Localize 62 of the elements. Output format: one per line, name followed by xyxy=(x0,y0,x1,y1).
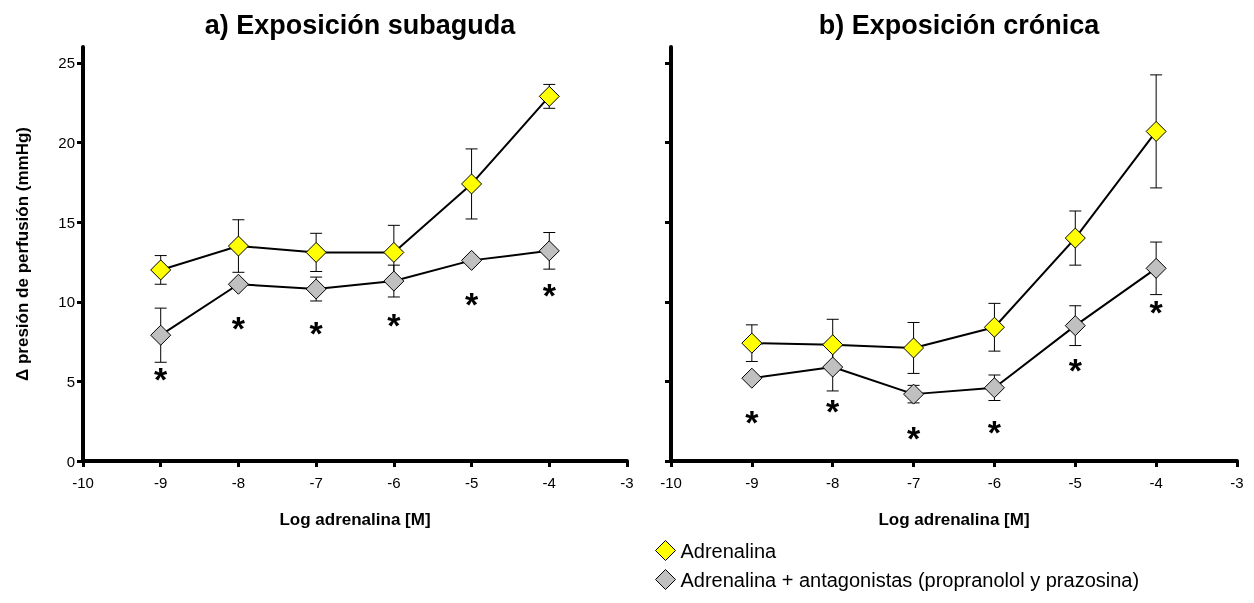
annotation: * xyxy=(542,275,557,314)
x-tick-label: -3 xyxy=(1230,474,1244,491)
annotation: * xyxy=(826,392,841,431)
x-tick-label: -10 xyxy=(660,474,682,491)
y-tick-label: 20 xyxy=(58,134,75,152)
x-tick-label: -9 xyxy=(745,474,759,491)
legend-label: Adrenalina + antagonistas (propranolol y prazosina) xyxy=(680,568,1140,591)
point xyxy=(150,324,172,346)
point xyxy=(822,356,844,378)
point xyxy=(538,240,560,262)
point xyxy=(822,334,844,356)
chart-title: b) Exposición crónica xyxy=(818,9,1101,40)
y-axis-title: Δ presión de perfusión (mmHg) xyxy=(13,126,32,382)
annotation: * xyxy=(906,419,921,458)
point xyxy=(1145,257,1167,279)
annotation: * xyxy=(745,403,760,442)
x-tick-label: -5 xyxy=(464,474,479,491)
x-axis-title: Log adrenalina [M] xyxy=(279,510,431,529)
x-tick-label: -8 xyxy=(231,474,246,491)
x-tick-label: -7 xyxy=(309,474,323,491)
point xyxy=(903,337,925,359)
point xyxy=(983,316,1005,338)
point xyxy=(538,85,560,107)
point xyxy=(1064,315,1086,337)
annotation: * xyxy=(464,285,479,324)
annotation: * xyxy=(387,306,402,345)
x-tick-label: -6 xyxy=(987,474,1002,491)
annotation: * xyxy=(231,309,246,348)
y-tick-label: 25 xyxy=(58,54,75,72)
x-tick-label: -10 xyxy=(72,474,94,491)
point xyxy=(305,241,327,263)
point xyxy=(461,173,483,195)
point xyxy=(741,367,763,389)
x-tick-label: -8 xyxy=(826,474,840,491)
chart-title: a) Exposición subaguda xyxy=(204,9,517,40)
point xyxy=(227,273,249,295)
x-tick-label: -3 xyxy=(620,474,634,491)
annotation: * xyxy=(1149,293,1164,332)
annotation: * xyxy=(309,314,324,353)
x-tick-label: -7 xyxy=(906,474,921,491)
legend-label: Adrenalina xyxy=(680,539,777,562)
point xyxy=(1145,120,1167,142)
annotation: * xyxy=(1068,350,1083,389)
point xyxy=(227,235,249,257)
point xyxy=(461,249,483,271)
x-tick-label: -4 xyxy=(1149,474,1163,491)
y-tick-label: 5 xyxy=(66,372,75,390)
y-tick-label: 0 xyxy=(66,452,75,470)
x-tick-label: -4 xyxy=(542,474,556,491)
y-tick-label: 15 xyxy=(58,213,75,231)
x-tick-label: -5 xyxy=(1068,474,1082,491)
point xyxy=(741,332,763,354)
y-tick-label: 10 xyxy=(58,293,75,311)
annotation: * xyxy=(154,360,169,399)
x-tick-label: -9 xyxy=(154,474,168,491)
point xyxy=(383,270,405,292)
point xyxy=(1064,227,1086,249)
point xyxy=(305,278,327,300)
annotation: * xyxy=(987,412,1002,451)
x-axis-title: Log adrenalina [M] xyxy=(878,510,1030,529)
x-tick-label: -6 xyxy=(387,474,401,491)
point xyxy=(383,241,405,263)
